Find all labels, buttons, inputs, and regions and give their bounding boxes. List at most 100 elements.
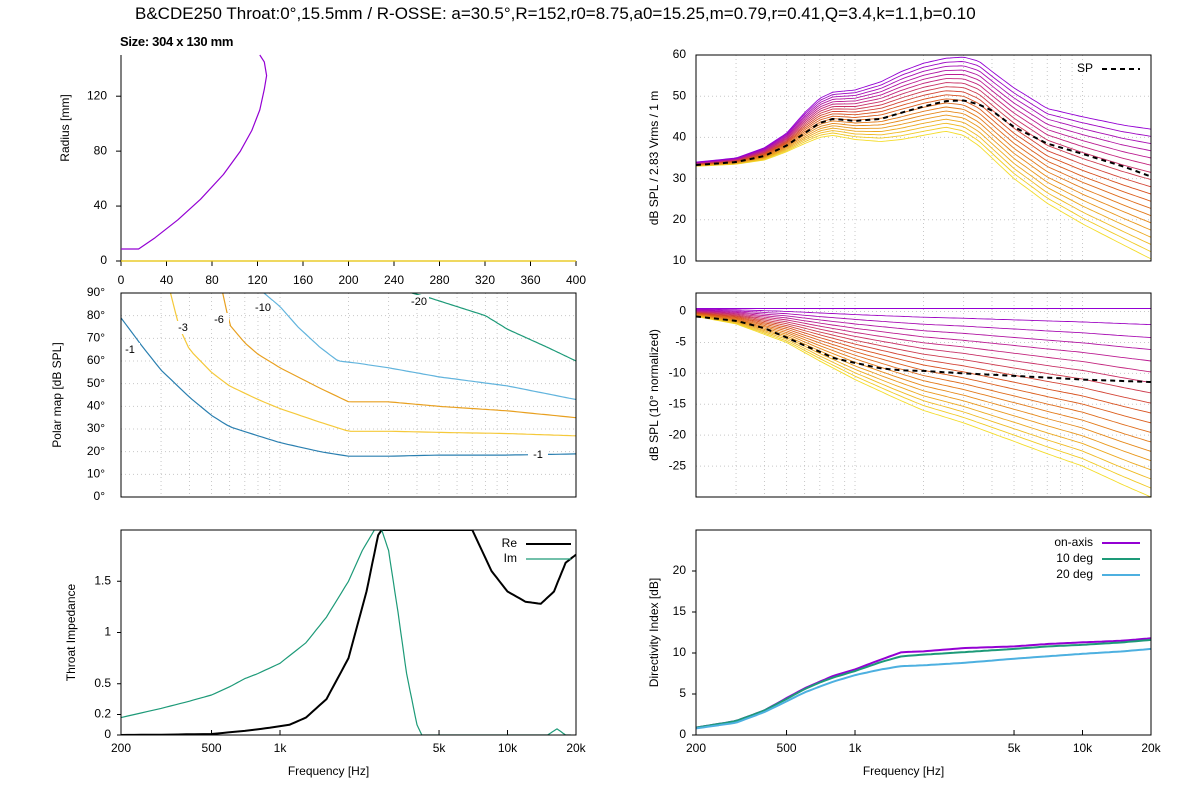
- normalized-curve: [696, 312, 1151, 404]
- x-tick-label: 320: [475, 273, 495, 287]
- x-axis-label: Frequency [Hz]: [863, 764, 944, 778]
- y-axis-label: Directivity Index [dB]: [647, 578, 661, 687]
- y-tick-label: 30: [673, 171, 687, 185]
- contour-label: -10: [255, 302, 271, 314]
- y-tick-label: 20: [673, 563, 687, 577]
- y-tick-label: 5: [679, 686, 686, 700]
- x-tick-label: 360: [520, 273, 540, 287]
- normalized-curve: [696, 310, 1151, 362]
- y-tick-label: 80°: [87, 308, 105, 322]
- spl-curve: [696, 61, 1151, 163]
- plot-frame: [695, 529, 1152, 736]
- y-tick-label: 0.5: [94, 676, 111, 690]
- spl-curve: [696, 82, 1151, 173]
- di-curve: [696, 647, 1151, 730]
- x-tick-label: 280: [429, 273, 449, 287]
- x-tick-label: 400: [566, 273, 586, 287]
- x-tick-label: 160: [293, 273, 313, 287]
- di-curve: [696, 637, 1151, 729]
- normalized-curve: [696, 314, 1151, 462]
- spl-curve: [696, 90, 1151, 188]
- y-tick-label: 10: [673, 253, 687, 267]
- x-tick-label: 200: [338, 273, 358, 287]
- y-tick-label: 70°: [87, 331, 105, 345]
- spl-curve: [696, 106, 1151, 217]
- x-tick-label: 1k: [849, 741, 863, 755]
- contour-label: -6: [214, 314, 224, 326]
- re-curve: [121, 530, 576, 735]
- y-tick-label: 80: [94, 143, 108, 157]
- y-tick-label: 1.5: [94, 573, 111, 587]
- y-axis-label: dB SPL (10° normalized): [647, 329, 661, 461]
- y-tick-label: 15: [673, 604, 687, 618]
- spl-curve: [696, 69, 1151, 164]
- normalized-curve: [696, 315, 1151, 489]
- spl-curve: [696, 114, 1151, 231]
- x-tick-label: 120: [247, 273, 267, 287]
- contour-label: -1: [533, 449, 543, 461]
- y-axis-label: Polar map [dB SPL]: [50, 342, 64, 447]
- contour-label-bg: [528, 448, 548, 461]
- contour-label-bg: [209, 313, 229, 326]
- di-curve: [696, 638, 1151, 729]
- contour-label: -3: [178, 322, 188, 334]
- normalized-curve: [696, 314, 1151, 452]
- x-tick-label: 20k: [566, 741, 586, 755]
- im-curve: [121, 530, 571, 735]
- normalized-curve: [696, 308, 1151, 326]
- contour-label: -1: [125, 344, 135, 356]
- plot-frame: [120, 292, 577, 498]
- spl-curve: [696, 98, 1151, 202]
- x-tick-label: 80: [205, 273, 219, 287]
- y-tick-label: -10: [669, 366, 687, 380]
- y-tick-label: 40: [673, 130, 687, 144]
- y-tick-label: 90°: [87, 285, 105, 299]
- x-tick-label: 5k: [433, 741, 447, 755]
- x-tick-label: 200: [111, 741, 131, 755]
- x-axis-label: Frequency [Hz]: [288, 764, 369, 778]
- y-tick-label: 50: [673, 88, 687, 102]
- y-tick-label: -15: [669, 396, 687, 410]
- y-tick-label: 30°: [87, 421, 105, 435]
- y-tick-label: 50°: [87, 376, 105, 390]
- normalized-curve: [696, 313, 1151, 443]
- spl-curve: [696, 118, 1151, 238]
- y-tick-label: -20: [669, 427, 687, 441]
- y-tick-label: 60°: [87, 353, 105, 367]
- normalized-curve: [696, 312, 1151, 414]
- y-tick-label: 10°: [87, 467, 105, 481]
- normalized-curve: [696, 309, 1151, 351]
- normalized-curve: [696, 316, 1151, 497]
- y-tick-label: 0: [104, 727, 111, 741]
- spl-curve: [696, 94, 1151, 195]
- y-tick-label: 20°: [87, 444, 105, 458]
- contour-line: [263, 293, 576, 401]
- legend-label: Re: [502, 536, 518, 550]
- normalized-curve: [696, 314, 1151, 471]
- plot-frame: [695, 54, 1152, 262]
- x-tick-label: 500: [777, 741, 797, 755]
- contour-line: [121, 317, 576, 457]
- x-tick-label: 240: [384, 273, 404, 287]
- spl-curve: [696, 74, 1151, 164]
- contour-label-bg: [409, 295, 429, 308]
- x-tick-label: 5k: [1008, 741, 1022, 755]
- x-tick-label: 20k: [1141, 741, 1161, 755]
- contour-label: -20: [411, 296, 427, 308]
- y-tick-label: 40: [94, 198, 108, 212]
- y-tick-label: 10: [673, 645, 687, 659]
- profile-curve: [121, 54, 268, 250]
- spl-curve: [696, 78, 1151, 166]
- normalized-curve: [696, 313, 1151, 433]
- y-tick-label: -5: [675, 335, 686, 349]
- spl-curve: [696, 56, 1151, 163]
- contour-label-bg: [120, 343, 140, 356]
- spl-curve: [696, 126, 1151, 253]
- y-tick-label: 60: [673, 47, 687, 61]
- y-tick-label: 1: [104, 625, 111, 639]
- contour-label-bg: [173, 321, 193, 334]
- y-tick-label: -25: [669, 458, 687, 472]
- x-tick-label: 10k: [1073, 741, 1093, 755]
- x-tick-label: 40: [160, 273, 174, 287]
